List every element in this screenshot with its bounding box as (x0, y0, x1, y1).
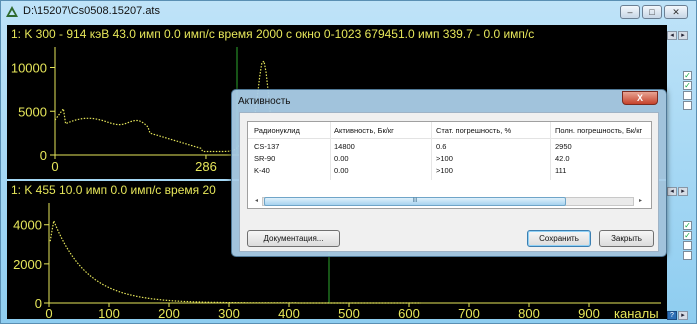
x-tick-label: 400 (278, 306, 300, 319)
cell-stat-error: >100 (436, 166, 453, 175)
table-header: Радионуклид Активность, Бк/кг Стат. погр… (248, 122, 651, 139)
spectrum-plot-1-header: 1: K 300 - 914 кэВ 43.0 имп 0.0 имп/с вр… (11, 27, 535, 41)
x-axis-label: каналы (614, 306, 659, 319)
dialog-title: Активность (238, 96, 291, 107)
help-button[interactable]: ? (667, 311, 677, 320)
column-divider (431, 122, 432, 180)
plot2-scroll-left-button[interactable]: ◂ (667, 187, 677, 196)
close-window-button[interactable]: ✕ (664, 5, 688, 19)
cell-activity: 14800 (334, 142, 355, 151)
cell-stat-error: >100 (436, 154, 453, 163)
trace-checkbox-1[interactable]: ✓ (683, 71, 692, 80)
cell-total-error: 2950 (555, 142, 572, 151)
trace2-checkbox-2[interactable]: ✓ (683, 231, 692, 240)
trace-checkbox-3[interactable] (683, 91, 692, 100)
cell-activity: 0.00 (334, 154, 349, 163)
x-tick-label: 500 (338, 306, 360, 319)
window-controls: – □ ✕ (620, 5, 688, 19)
spectrum-trace-1 (54, 60, 372, 155)
scroll-right-arrow-icon[interactable]: ▸ (638, 198, 642, 204)
x-tick-label: 200 (158, 306, 180, 319)
scroll-thumb[interactable]: III (264, 197, 566, 206)
x-tick-label: 286 (195, 159, 217, 174)
panel-toggle-button[interactable]: ▸ (678, 311, 688, 320)
cell-nuclide: K-40 (254, 166, 270, 175)
save-button[interactable]: Сохранить (527, 230, 591, 247)
cell-total-error: 111 (555, 166, 567, 175)
y-tick-label: 0 (35, 296, 42, 311)
scroll-left-button[interactable]: ◂ (667, 31, 677, 40)
scroll-right-button[interactable]: ▸ (678, 31, 688, 40)
dialog-close-button[interactable]: X (622, 91, 658, 105)
x-tick-label: 900 (578, 306, 600, 319)
spectrum-trace-2 (49, 218, 421, 304)
trace2-checkbox-3[interactable] (683, 241, 692, 250)
x-tick-label: 0 (45, 306, 52, 319)
window-title: D:\15207\Cs0508.15207.ats (23, 5, 160, 17)
trace-checkbox-4[interactable] (683, 101, 692, 110)
cell-nuclide: CS-137 (254, 142, 280, 151)
y-tick-label: 5000 (18, 104, 47, 119)
column-divider (550, 122, 551, 180)
maximize-button[interactable]: □ (642, 5, 662, 19)
x-tick-label: 100 (98, 306, 120, 319)
column-header-total-error[interactable]: Полн. погрешность, Бк/кг (555, 126, 643, 135)
plot2-scroll-right-button[interactable]: ▸ (678, 187, 688, 196)
app-icon (6, 6, 18, 17)
activity-dialog: Активность X Радионуклид Активность, Бк/… (231, 89, 667, 257)
scroll-left-arrow-icon[interactable]: ◂ (254, 198, 258, 204)
cell-total-error: 42.0 (555, 154, 570, 163)
documentation-button[interactable]: Документация... (247, 230, 340, 247)
cell-nuclide: SR-90 (254, 154, 276, 163)
y-tick-label: 4000 (13, 218, 42, 233)
horizontal-scrollbar[interactable]: ◂ III ▸ (252, 196, 647, 207)
trace2-checkbox-1[interactable]: ✓ (683, 221, 692, 230)
minimize-button[interactable]: – (620, 5, 640, 19)
column-header-nuclide[interactable]: Радионуклид (254, 126, 300, 135)
x-tick-label: 300 (218, 306, 240, 319)
y-tick-label: 0 (40, 148, 47, 163)
column-divider (330, 122, 331, 180)
x-tick-label: 800 (518, 306, 540, 319)
column-header-stat-error[interactable]: Стат. погрешность, % (436, 126, 512, 135)
side-toolbar: ◂ ▸ ✓ ✓ ◂ ▸ ✓ ✓ ? ▸ (667, 25, 695, 323)
activity-table[interactable]: Радионуклид Активность, Бк/кг Стат. погр… (247, 121, 652, 209)
spectrum-plot-2-header: 1: K 455 10.0 имп 0.0 имп/с время 20 (11, 183, 216, 197)
trace2-checkbox-4[interactable] (683, 251, 692, 260)
close-button[interactable]: Закрыть (599, 230, 654, 247)
trace-checkbox-2[interactable]: ✓ (683, 81, 692, 90)
title-bar: D:\15207\Cs0508.15207.ats – □ ✕ (1, 1, 696, 23)
x-tick-label: 0 (51, 159, 58, 174)
column-header-activity[interactable]: Активность, Бк/кг (334, 126, 394, 135)
y-tick-label: 2000 (13, 257, 42, 272)
y-tick-label: 10000 (11, 61, 47, 76)
x-tick-label: 700 (458, 306, 480, 319)
x-tick-label: 600 (398, 306, 420, 319)
dialog-body: Радионуклид Активность, Бк/кг Стат. погр… (239, 112, 659, 252)
cell-activity: 0.00 (334, 166, 349, 175)
spectrum-plot-2-graph: 4000 2000 00 100 200 300 400 500 600 700 800 900 кан… (13, 203, 661, 319)
cell-stat-error: 0.6 (436, 142, 447, 151)
